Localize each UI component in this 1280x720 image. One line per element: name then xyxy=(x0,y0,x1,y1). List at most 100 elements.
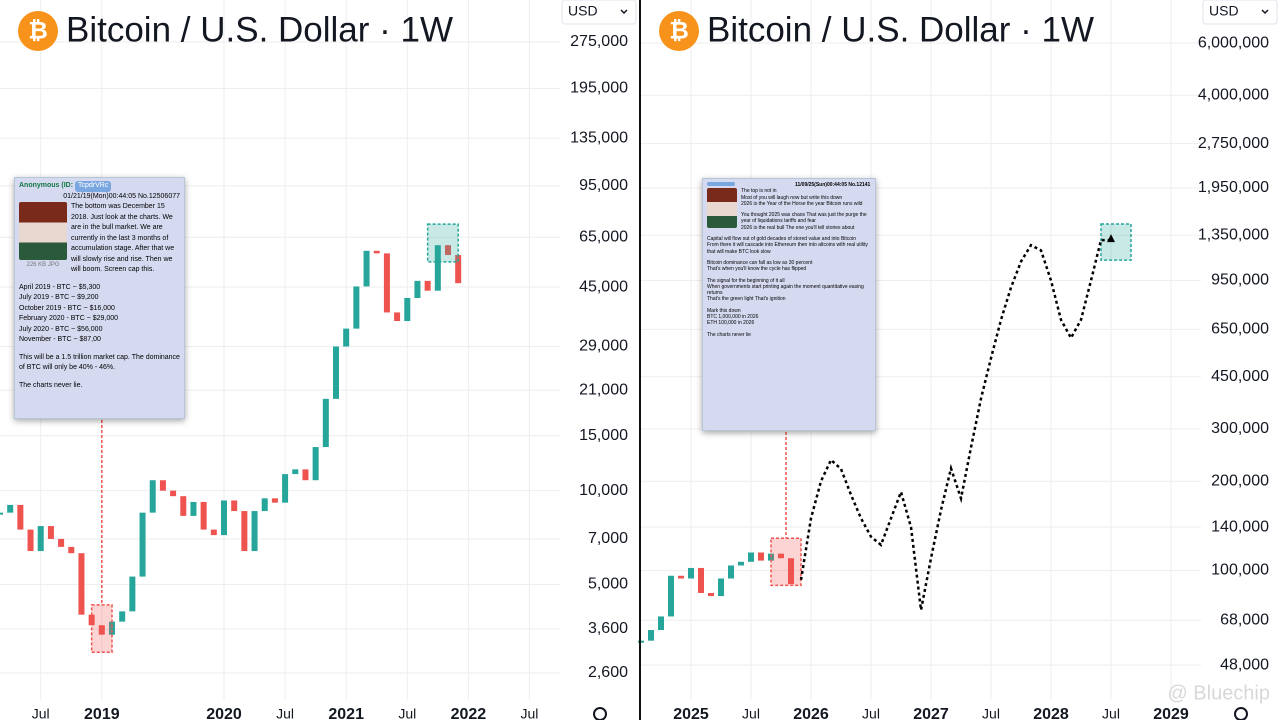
y-tick-label: 2,750,000 xyxy=(1198,135,1269,152)
post-paragraph: Bitcoin dominance can fall as low as 30 … xyxy=(707,260,871,273)
logo-symbol: ₿ xyxy=(28,17,48,44)
highlight-box xyxy=(1100,223,1132,261)
candle xyxy=(282,474,289,503)
logo-symbol: ₿ xyxy=(669,17,689,44)
candle xyxy=(424,280,431,291)
file-info: 226 KB JPG xyxy=(26,262,60,268)
post-meta: 11/09/25(Sun)00:44:05 No.12141 xyxy=(795,182,871,188)
post-paragraph: You thought 2025 was chaos That was just… xyxy=(707,212,871,231)
y-tick-label: 200,000 xyxy=(1211,472,1269,489)
candle xyxy=(455,255,462,284)
post-line: Most of you will laugh now but write thi… xyxy=(741,194,843,201)
poster-name: Anonymous (ID: xyxy=(19,182,74,189)
y-tick-label: 275,000 xyxy=(570,33,628,50)
avatar-image xyxy=(19,202,67,260)
post-line: July 2019 - BTC ~ $9,200 xyxy=(19,294,99,301)
chart-title: Bitcoin / U.S. Dollar · 1W xyxy=(66,10,453,49)
post-line: That's when you'll know the cycle has fl… xyxy=(707,266,807,273)
candle xyxy=(241,511,248,552)
post-line: The bottom was December 15 2018. Just lo… xyxy=(71,203,175,273)
watermark: @ Bluechip xyxy=(1167,682,1270,704)
x-tick-label: Jul xyxy=(1102,706,1120,720)
candle xyxy=(678,575,684,579)
y-tick-label: 7,000 xyxy=(588,530,628,547)
y-tick-label: 300,000 xyxy=(1211,420,1269,437)
highlight-box xyxy=(426,223,459,263)
candle xyxy=(292,469,299,475)
candle xyxy=(17,504,24,530)
y-tick-label: 950,000 xyxy=(1211,272,1269,289)
candle xyxy=(109,621,115,635)
post-line: October 2019 - BTC ~ $16,000 xyxy=(19,304,115,312)
chart-panel: 6,000,000 4,000,000 2,750,000 1,950,000 1,35… xyxy=(638,0,1278,720)
candle xyxy=(271,498,278,503)
y-tick-label: 68,000 xyxy=(1220,611,1269,628)
currency: USD xyxy=(1209,3,1239,19)
post-line: The charts never lie xyxy=(707,331,751,338)
candle xyxy=(139,512,146,577)
y-tick-label: 140,000 xyxy=(1211,518,1269,535)
candle xyxy=(149,480,156,513)
candle xyxy=(129,576,136,612)
y-tick-label: 10,000 xyxy=(579,482,628,499)
post-line: The signal for the beginning of it all xyxy=(707,277,785,284)
candle xyxy=(658,616,664,631)
post-line: April 2019 - BTC ~ $5,300 xyxy=(19,283,101,291)
y-tick-label: 29,000 xyxy=(579,338,628,355)
y-tick-label: 1,950,000 xyxy=(1198,179,1269,196)
projection-line xyxy=(799,238,1111,611)
post-header: Anonymous (ID: TcpdrVRc xyxy=(19,181,180,192)
candle xyxy=(170,490,177,497)
candle xyxy=(312,447,319,481)
candle xyxy=(210,529,217,536)
candle xyxy=(221,500,227,536)
candle xyxy=(778,553,784,559)
candle xyxy=(322,398,329,448)
candle xyxy=(445,245,451,256)
post-line: ETH 100,000 in 2026 xyxy=(707,320,755,327)
post-meta: 01/21/19(Mon)00:44:05 No.12506077 xyxy=(63,192,180,200)
x-tick-label: 2027 xyxy=(913,706,949,720)
logo xyxy=(659,11,699,51)
candle xyxy=(353,286,360,329)
candle xyxy=(414,280,421,298)
candle xyxy=(728,565,734,579)
x-tick-label: 2019 xyxy=(84,706,120,720)
y-tick-label: 5,000 xyxy=(588,576,628,593)
currency-box xyxy=(561,0,637,25)
highlight-box xyxy=(770,537,802,587)
candle xyxy=(159,480,166,491)
candle xyxy=(373,250,380,254)
y-tick-label: 4,000,000 xyxy=(1198,86,1269,103)
y-tick-label: 95,000 xyxy=(579,177,628,194)
x-tick-label: 2028 xyxy=(1033,706,1069,720)
candle xyxy=(190,501,197,516)
post-line: February 2020 - BTC ~ $29,000 xyxy=(19,315,119,322)
post-line: November - BTC ~ $87,00 xyxy=(19,336,101,343)
candle xyxy=(748,552,754,562)
candle xyxy=(7,504,14,513)
post-paragraph: April 2019 - BTC ~ $5,300 July 2019 - BTC… xyxy=(19,283,180,346)
candle xyxy=(668,575,674,617)
candle xyxy=(37,526,44,552)
y-tick-label: 45,000 xyxy=(579,278,628,295)
candle xyxy=(119,611,126,622)
id-badge xyxy=(707,182,735,186)
candle xyxy=(302,469,309,481)
post-line: BTC 1,000,000 in 2026 xyxy=(707,314,759,321)
post-line: That's the green light That's ignition xyxy=(707,296,786,303)
candle xyxy=(648,630,654,641)
y-tick-label: 21,000 xyxy=(579,381,628,398)
y-tick-label: 6,000,000 xyxy=(1198,34,1269,51)
candle xyxy=(738,561,744,566)
candle xyxy=(333,346,339,399)
x-tick-label: Jul xyxy=(982,706,1000,720)
candle xyxy=(98,625,105,635)
post-paragraph: This will be a 1.5 trillion market cap. … xyxy=(19,353,180,374)
candle xyxy=(58,538,65,547)
x-tick-label: Jul xyxy=(862,706,880,720)
chevron xyxy=(620,9,628,15)
post-line: You thought 2025 was chaos That was just… xyxy=(741,212,867,225)
candle xyxy=(200,501,207,530)
